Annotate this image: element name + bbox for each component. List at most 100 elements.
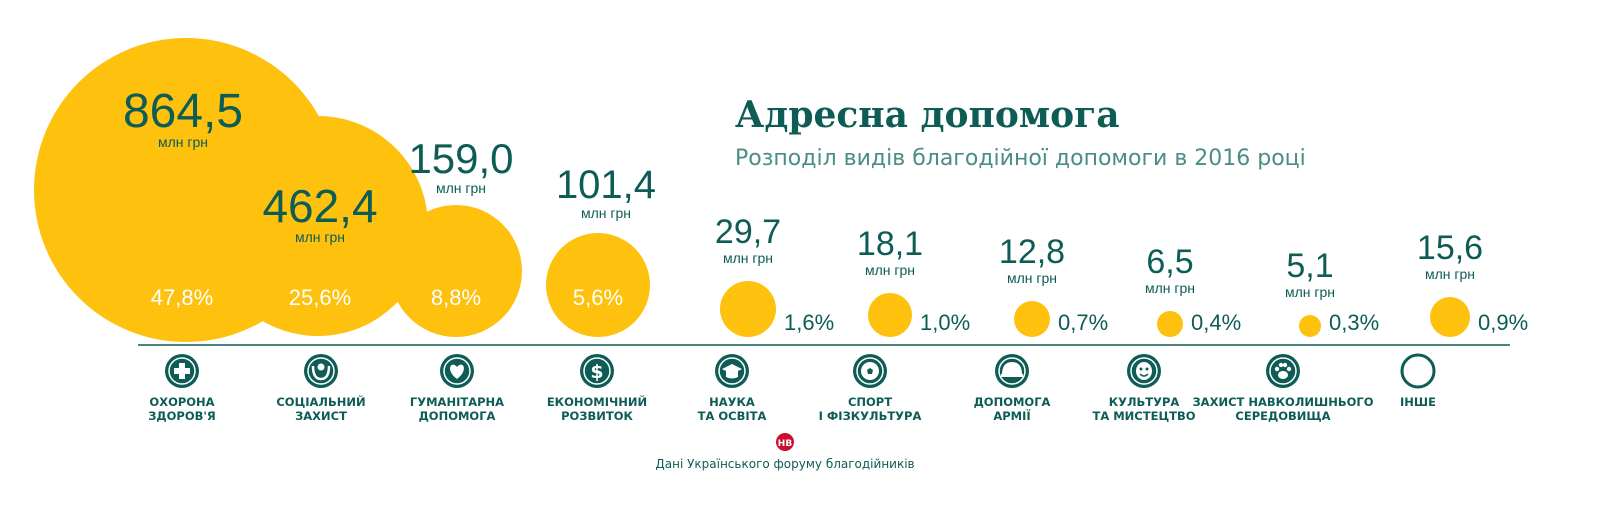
- person-protection-icon: [304, 354, 338, 388]
- category-label: І ФІЗКУЛЬТУРА: [819, 409, 922, 423]
- glyph: [1136, 362, 1152, 380]
- glyph: [1002, 362, 1022, 375]
- glyph: [867, 368, 873, 374]
- glyph: [311, 365, 331, 381]
- icon-ring: [583, 357, 611, 385]
- bubble-7: [1014, 301, 1050, 337]
- nv-logo-text: НВ: [778, 439, 793, 449]
- percent-label: 0,7%: [1058, 310, 1108, 335]
- value-label: 101,4: [556, 163, 656, 207]
- icon-ring: [1400, 353, 1436, 389]
- category-label: ГУМАНІТАРНА: [410, 395, 504, 409]
- chart-title: Адресна допомога: [735, 94, 1120, 136]
- value-label: 6,5: [1146, 243, 1193, 281]
- icon-ring: [1130, 357, 1158, 385]
- category-label: ОХОРОНА: [149, 395, 214, 409]
- source-block: НВ Дані Українського форуму благодійникі…: [655, 433, 915, 471]
- value-label: 462,4: [262, 180, 377, 232]
- category-label: ЗАХИСТ: [295, 409, 347, 423]
- unit-label: млн грн: [295, 229, 345, 245]
- bubble-5: [720, 281, 776, 337]
- bubble-9: [1299, 315, 1321, 337]
- value-label: 12,8: [999, 233, 1065, 271]
- value-label: 159,0: [408, 135, 513, 182]
- percent-label: 1,0%: [920, 310, 970, 335]
- percent-label: 0,3%: [1329, 310, 1379, 335]
- bubble-4: [546, 233, 650, 337]
- category-label: ДОПОМОГА: [974, 395, 1051, 409]
- category-label: ТА ОСВІТА: [698, 409, 767, 423]
- category-label: РОЗВИТОК: [561, 409, 633, 423]
- percent-label: 47,8%: [151, 285, 213, 310]
- icons-layer: $: [165, 353, 1436, 389]
- unit-label: млн грн: [1145, 280, 1195, 296]
- category-label: ЗДОРОВ'Я: [148, 409, 216, 423]
- bubble-10: [1430, 297, 1470, 337]
- nv-logo: [776, 433, 794, 451]
- unit-label: млн грн: [158, 134, 208, 150]
- glyph: [1286, 366, 1292, 372]
- unit-label: млн грн: [865, 262, 915, 278]
- glyph: [174, 368, 190, 374]
- category-label: ДОПОМОГА: [419, 409, 496, 423]
- glyph: [1139, 367, 1143, 371]
- value-label: 864,5: [123, 85, 243, 138]
- unit-label: млн грн: [1285, 284, 1335, 300]
- percent-label: 5,6%: [573, 285, 623, 310]
- category-label: НАУКА: [709, 395, 755, 409]
- icon-ring: [307, 357, 335, 385]
- glyph: [1278, 371, 1288, 379]
- percent-label: 1,6%: [784, 310, 834, 335]
- percent-label: 0,4%: [1191, 310, 1241, 335]
- category-label: ТА МИСТЕЦТВО: [1092, 409, 1195, 423]
- bubbles-layer: [34, 38, 1470, 342]
- bubble-3: [390, 205, 522, 337]
- glyph: [1001, 374, 1023, 377]
- percent-label: 25,6%: [289, 285, 351, 310]
- category-label: КУЛЬТУРА: [1109, 395, 1180, 409]
- glyph: [1274, 366, 1280, 372]
- glyph: [1278, 362, 1284, 368]
- source-text: Дані Українського форуму благодійників: [655, 457, 914, 471]
- paw-icon: [1266, 354, 1300, 388]
- category-label: ЗАХИСТ НАВКОЛИШНЬОГО: [1193, 395, 1374, 409]
- percent-label: 0,9%: [1478, 310, 1528, 335]
- glyph: [1145, 367, 1149, 371]
- icon-bg: [304, 354, 338, 388]
- glyph: [317, 363, 325, 371]
- value-label: 18,1: [857, 225, 923, 263]
- bubble-6: [868, 293, 912, 337]
- value-label: 29,7: [715, 213, 781, 251]
- unit-label: млн грн: [436, 180, 486, 196]
- graduation-cap-icon: [715, 354, 749, 388]
- icon-ring: [168, 357, 196, 385]
- category-label: СОЦІАЛЬНИЙ: [276, 394, 365, 409]
- empty-circle-icon: [1400, 353, 1436, 389]
- unit-label: млн грн: [581, 205, 631, 221]
- icon-bg: [580, 354, 614, 388]
- glyph: [450, 364, 464, 379]
- icon-ring: [443, 357, 471, 385]
- icon-ring: [856, 357, 884, 385]
- unit-label: млн грн: [1007, 270, 1057, 286]
- category-label: ЕКОНОМІЧНИЙ: [547, 394, 647, 409]
- glyph: [1139, 373, 1149, 377]
- icon-ring: [1269, 357, 1297, 385]
- category-label: ІНШЕ: [1400, 395, 1436, 409]
- icon-ring: [998, 357, 1026, 385]
- icon-ring: [718, 357, 746, 385]
- heart-icon: [440, 354, 474, 388]
- soccer-ball-icon: [853, 354, 887, 388]
- category-label: СЕРЕДОВИЩА: [1235, 409, 1330, 423]
- unit-label: млн грн: [1425, 266, 1475, 282]
- category-label: АРМІЇ: [993, 408, 1030, 423]
- bubble-8: [1157, 311, 1183, 337]
- bubble-2: [208, 116, 428, 336]
- glyph: [726, 371, 738, 379]
- unit-label: млн грн: [723, 250, 773, 266]
- glyph: $: [590, 361, 603, 383]
- medical-cross-icon: [165, 354, 199, 388]
- chart-subtitle: Розподіл видів благодійної допомоги в 20…: [735, 146, 1306, 171]
- percent-label: 8,8%: [431, 285, 481, 310]
